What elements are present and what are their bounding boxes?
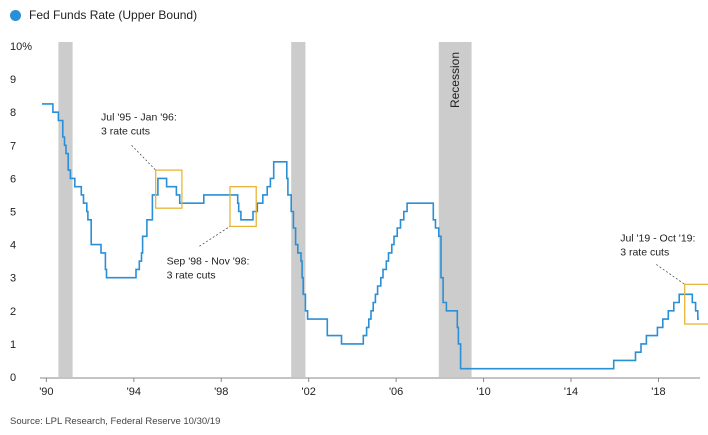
series-line-0 xyxy=(42,103,699,370)
annotation-text-0-1: 3 rate cuts xyxy=(101,125,150,137)
annotation-box-0 xyxy=(155,169,183,209)
x-tick-label-7: '18 xyxy=(651,386,665,398)
annotation-text-1-0: Sep '98 - Nov '98: xyxy=(167,255,250,267)
x-tick-label-0: '90 xyxy=(39,386,53,398)
x-tick-label-1: '94 xyxy=(127,386,141,398)
annotation-leader-1 xyxy=(199,226,231,247)
y-tick-label-7: 7 xyxy=(10,140,16,152)
y-tick-label-10: 10% xyxy=(10,41,32,53)
recession-bar-0 xyxy=(58,42,73,377)
y-tick-label-9: 9 xyxy=(10,74,16,86)
y-tick-label-3: 3 xyxy=(10,273,16,285)
x-tick-label-4: '06 xyxy=(389,386,403,398)
legend: Fed Funds Rate (Upper Bound) xyxy=(10,8,197,22)
source-note: Source: LPL Research, Federal Reserve 10… xyxy=(10,416,221,427)
annotation-leader-2 xyxy=(656,264,685,285)
y-tick-label-0: 0 xyxy=(10,372,16,384)
annotation-text-2-0: Jul '19 - Oct '19: xyxy=(620,232,695,244)
recession-bar-2 xyxy=(438,42,472,377)
annotation-text-0-0: Jul '95 - Jan '96: xyxy=(101,111,177,123)
y-tick-label-6: 6 xyxy=(10,173,16,185)
recession-label: Recession xyxy=(448,52,462,108)
y-tick-label-5: 5 xyxy=(10,207,16,219)
y-tick-label-2: 2 xyxy=(10,306,16,318)
x-tick-label-6: '14 xyxy=(564,386,578,398)
x-tick-label-3: '02 xyxy=(302,386,316,398)
x-tick-label-5: '10 xyxy=(476,386,490,398)
annotation-text-2-1: 3 rate cuts xyxy=(620,246,669,258)
y-tick-label-4: 4 xyxy=(10,240,16,252)
legend-label: Fed Funds Rate (Upper Bound) xyxy=(29,8,198,22)
y-tick-label-8: 8 xyxy=(10,107,16,119)
legend-dot-icon xyxy=(10,9,21,21)
recession-bar-1 xyxy=(291,42,306,377)
x-tick-label-2: '98 xyxy=(214,386,228,398)
y-tick-label-1: 1 xyxy=(10,339,16,351)
annotation-leader-0 xyxy=(131,145,156,171)
annotation-text-1-1: 3 rate cuts xyxy=(167,269,216,281)
annotation-box-2 xyxy=(684,283,708,325)
annotation-box-1 xyxy=(229,186,257,228)
